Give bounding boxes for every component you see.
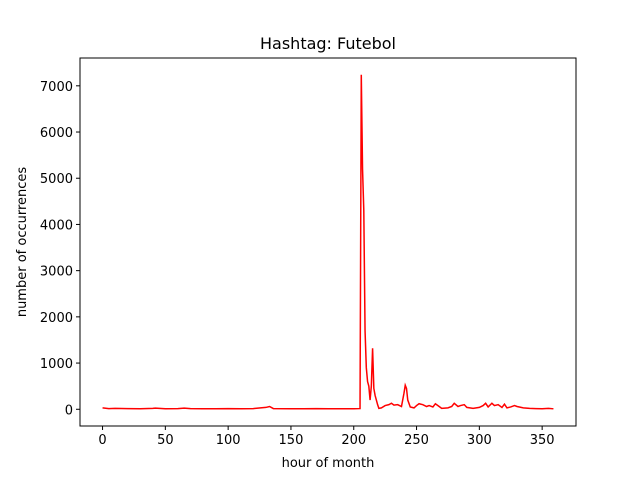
- x-tick-label: 50: [157, 433, 174, 448]
- y-tick-label: 2000: [40, 311, 73, 326]
- y-tick-label: 1000: [40, 357, 73, 372]
- x-tick-label: 250: [404, 433, 429, 448]
- x-tick-label: 150: [279, 433, 304, 448]
- y-tick-label: 5000: [40, 172, 73, 187]
- x-tick-label: 200: [341, 433, 366, 448]
- x-tick-label: 350: [530, 433, 555, 448]
- chart-title: Hashtag: Futebol: [260, 34, 396, 53]
- plot-frame: [79, 57, 577, 427]
- x-axis-label: hour of month: [282, 456, 375, 471]
- y-tick-label: 7000: [40, 80, 73, 95]
- x-tick-label: 0: [98, 433, 106, 448]
- y-axis-label: number of occurrences: [15, 167, 30, 318]
- x-tick-label: 100: [216, 433, 241, 448]
- y-tick-label: 3000: [40, 265, 73, 280]
- y-tick-label: 4000: [40, 218, 73, 233]
- y-tick-label: 6000: [40, 126, 73, 141]
- data-line: [102, 74, 554, 410]
- y-tick-label: 0: [65, 403, 73, 418]
- x-tick-label: 300: [467, 433, 492, 448]
